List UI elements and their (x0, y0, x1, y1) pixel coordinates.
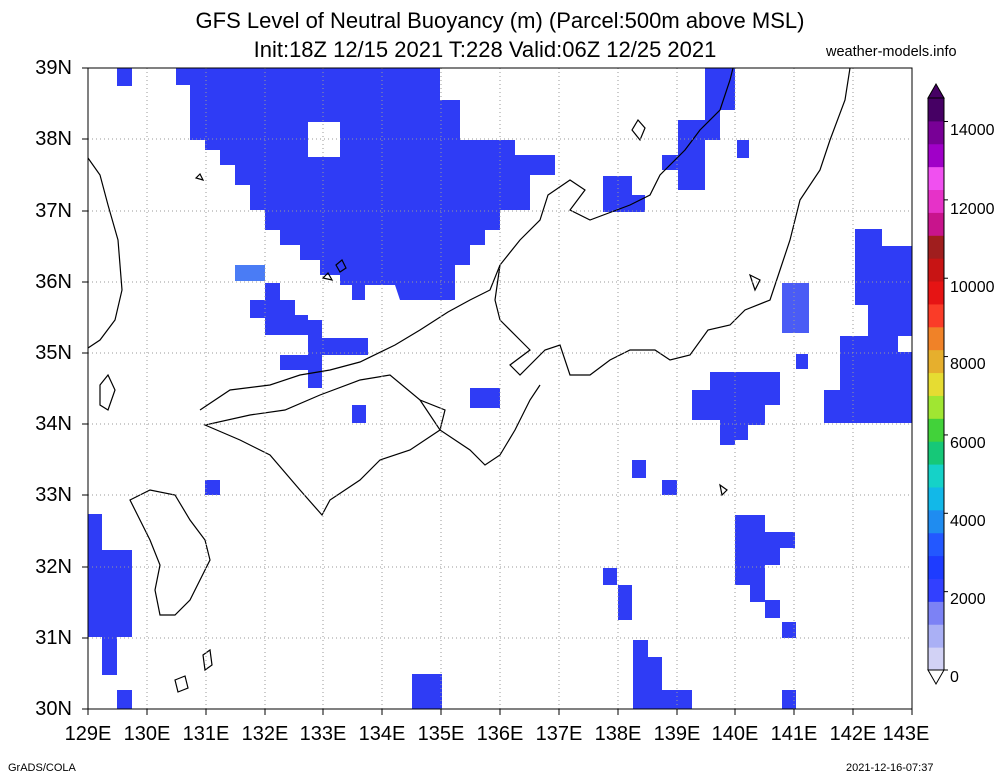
lat-label-34n: 34N (35, 413, 72, 435)
lon-label-130e: 130E (123, 723, 171, 745)
colorbar-swatch (928, 235, 944, 259)
coastline-korea (87, 157, 123, 349)
lon-label-136e: 136E (476, 723, 524, 745)
colorbar-swatch (928, 509, 944, 534)
lat-label-32n: 32N (35, 556, 72, 578)
map-subtitle: Init:18Z 12/15 2021 T:228 Valid:06Z 12/2… (253, 37, 717, 62)
colorbar (927, 82, 948, 686)
field-region-sea-of-japan (176, 68, 555, 300)
colorbar-frame (927, 97, 945, 671)
lat-label-30n: 30N (35, 698, 72, 720)
colorbar-swatch (928, 418, 944, 442)
lon-label-129e: 129E (64, 723, 112, 745)
coastline-kyushu (129, 489, 211, 616)
lon-label-142e: 142E (829, 723, 877, 745)
lon-label-139e: 139E (653, 723, 701, 745)
colorbar-swatch (928, 624, 944, 648)
colorbar-top-arrow (927, 82, 945, 99)
colorbar-label-12000: 12000 (950, 201, 995, 218)
colorbar-label-2000: 2000 (950, 591, 986, 608)
colorbar-swatch (928, 303, 944, 328)
lon-label-131e: 131E (182, 723, 230, 745)
colorbar-swatch (928, 326, 944, 351)
colorbar-swatch (928, 166, 944, 191)
coastline-honshu (199, 67, 734, 411)
colorbar-swatch (928, 555, 944, 579)
lon-label-137e: 137E (535, 723, 583, 745)
lat-label-38n: 38N (35, 128, 72, 150)
footer-timestamp: 2021-12-16-07:37 (846, 762, 934, 774)
colorbar-label-14000: 14000 (950, 122, 995, 139)
colorbar-swatch (928, 120, 944, 145)
coastline-shikoku (203, 374, 446, 517)
colorbar-swatch (928, 212, 944, 236)
coastline-kii (419, 384, 541, 466)
lon-label-133e: 133E (299, 723, 347, 745)
field-region-northeast (662, 68, 735, 190)
colorbar-swatch (928, 486, 944, 511)
lon-label-138e: 138E (594, 723, 642, 745)
lat-label-35n: 35N (35, 342, 72, 364)
grid-layer (88, 68, 912, 709)
lat-label-37n: 37N (35, 200, 72, 222)
map-title: GFS Level of Neutral Buoyancy (m) (Parce… (195, 8, 805, 33)
colorbar-swatch (928, 647, 944, 671)
colorbar-swatch (928, 532, 944, 557)
colorbar-swatch (928, 349, 944, 374)
field-region-west (250, 283, 308, 335)
lon-label-141e: 141E (770, 723, 818, 745)
colorbar-swatch (928, 601, 944, 625)
field-region-izu (692, 372, 795, 618)
lat-label-39n: 39N (35, 57, 72, 79)
lon-label-140e: 140E (711, 723, 759, 745)
lon-label-134e: 134E (358, 723, 406, 745)
tick-layer (82, 67, 913, 715)
colorbar-label-10000: 10000 (950, 279, 995, 296)
lon-label-143e: 143E (882, 723, 930, 745)
colorbar-swatch (928, 189, 944, 213)
colorbar-swatch (928, 441, 944, 465)
colorbar-swatch (928, 464, 944, 488)
colorbar-swatch (928, 395, 944, 419)
colorbar-swatch (928, 578, 944, 602)
lon-label-132e: 132E (241, 723, 289, 745)
field-region-southwest (88, 514, 132, 675)
field-region-kanto (824, 229, 912, 423)
footer-credit: GrADS/COLA (8, 762, 76, 774)
colorbar-label-6000: 6000 (950, 435, 986, 452)
lat-label-33n: 33N (35, 484, 72, 506)
colorbar-swatch (928, 143, 944, 168)
field-layer (88, 68, 912, 709)
lon-label-135e: 135E (417, 723, 465, 745)
colorbar-swatch (928, 258, 944, 282)
colorbar-swatch (928, 372, 944, 396)
colorbar-label-4000: 4000 (950, 513, 986, 530)
lat-label-36n: 36N (35, 271, 72, 293)
coastline-layer (87, 67, 851, 693)
colorbar-swatch (928, 281, 944, 305)
site-credit: weather-models.info (826, 44, 957, 60)
colorbar-bottom-arrow (927, 669, 945, 686)
colorbar-label-0: 0 (950, 669, 959, 686)
colorbar-label-8000: 8000 (950, 356, 986, 373)
lat-label-31n: 31N (35, 627, 72, 649)
colorbar-swatch (928, 98, 944, 122)
